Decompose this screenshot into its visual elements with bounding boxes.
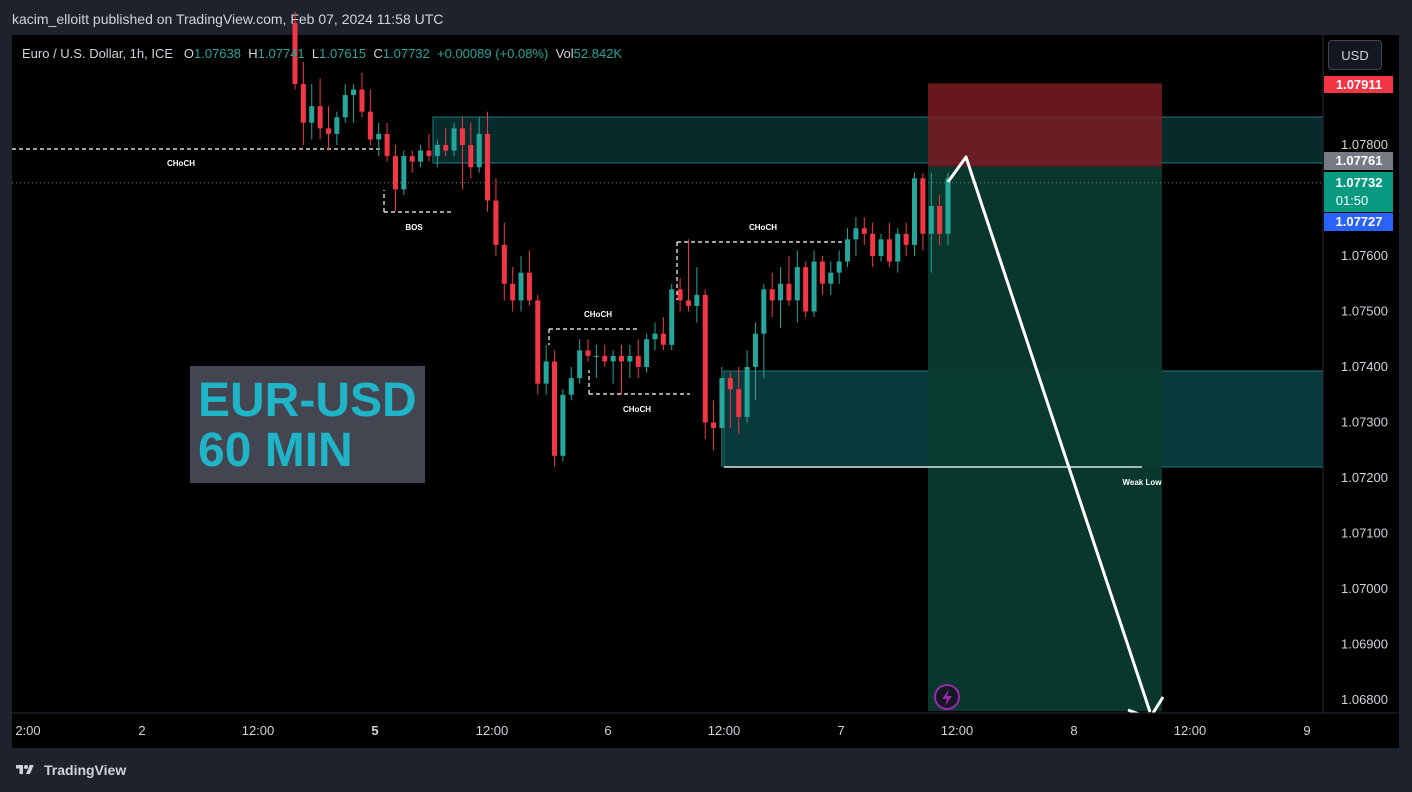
high-value: 1.07741: [257, 46, 305, 61]
high-label: H: [248, 46, 258, 61]
vol-value: 52.842K: [573, 46, 623, 61]
symbol-name: Euro / U.S. Dollar, 1h, ICE: [22, 46, 174, 61]
close-value: 1.07732: [382, 46, 430, 61]
change-value: +0.00089 (+0.08%): [437, 46, 549, 61]
vol-label: Vol: [555, 46, 574, 61]
footer: TradingView: [12, 762, 126, 778]
publisher-bar: kacim_elloitt published on TradingView.c…: [0, 0, 1412, 36]
open-value: 1.07638: [194, 46, 241, 61]
close-label: C: [373, 46, 383, 61]
open-label: O: [183, 46, 194, 61]
symbol-legend[interactable]: Euro / U.S. Dollar, 1h, ICE O1.07638 H1.…: [22, 46, 622, 61]
low-value: 1.07615: [319, 46, 367, 61]
currency-button[interactable]: USD: [1328, 40, 1382, 70]
low-label: L: [311, 46, 320, 61]
footer-brand: TradingView: [44, 762, 127, 778]
tradingview-logo-icon: [16, 765, 34, 774]
publisher-line: kacim_elloitt published on TradingView.c…: [12, 11, 444, 27]
chart-area[interactable]: [12, 35, 1399, 748]
